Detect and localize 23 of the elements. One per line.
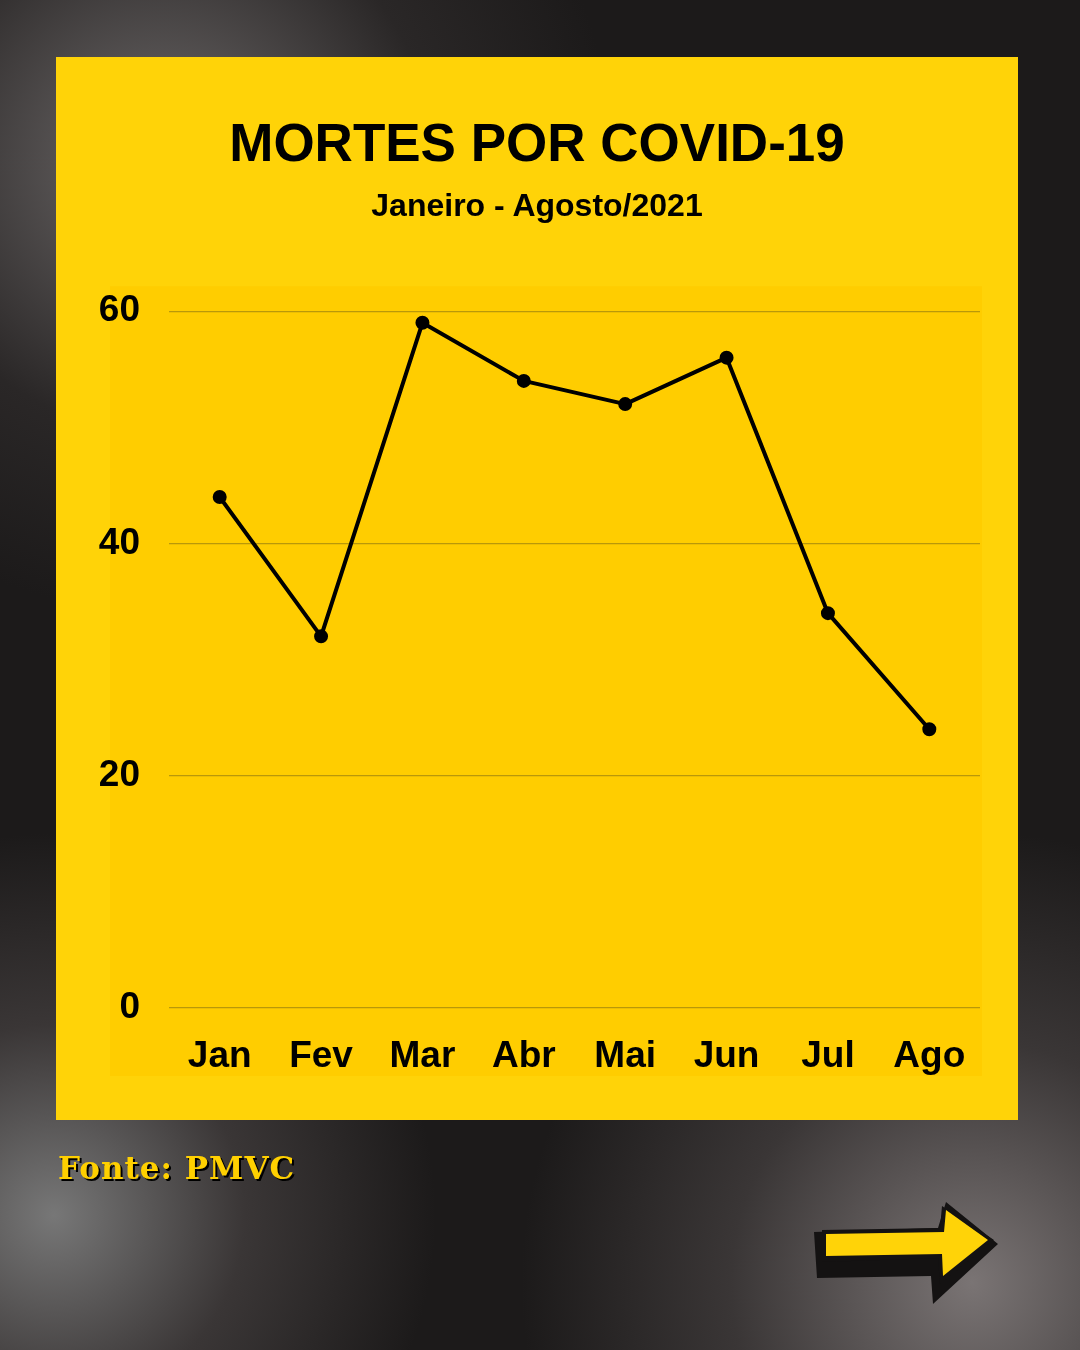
point [618, 397, 633, 412]
x-tick-label: Mai [594, 1034, 657, 1076]
point [516, 373, 531, 388]
y-tick-label: 60 [98, 288, 140, 330]
x-tick-label: Jul [801, 1034, 855, 1076]
x-tick-label: Jan [187, 1034, 252, 1076]
point [719, 350, 734, 365]
source-note: Fonte: PMVC [58, 1150, 296, 1186]
point [415, 315, 430, 330]
x-tick-label: Abr [491, 1034, 556, 1076]
y-tick-label: 40 [98, 520, 140, 562]
point [212, 490, 227, 505]
y-tick-label: 20 [98, 752, 140, 794]
x-tick-label: Fev [289, 1034, 354, 1076]
point [820, 606, 835, 621]
chart-subtitle: Janeiro - Agosto/2021 [370, 187, 704, 224]
x-tick-label: Ago [893, 1034, 966, 1076]
point [314, 629, 329, 644]
chart-title: MORTES POR COVID-19 [228, 112, 846, 173]
x-tick-label: Jun [693, 1034, 760, 1076]
point [922, 722, 937, 737]
y-tick-label: 0 [119, 985, 140, 1027]
x-tick-label: Mar [389, 1034, 456, 1076]
